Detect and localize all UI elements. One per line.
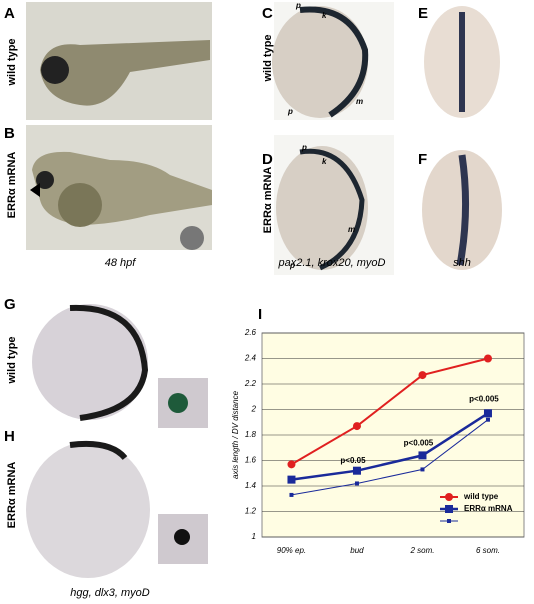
point — [289, 492, 294, 497]
yolk-b — [58, 183, 102, 227]
panel-letter: I — [258, 306, 262, 323]
marker-label: p — [289, 261, 295, 270]
annotation: p<0.05 — [340, 456, 366, 465]
marker-label: m — [348, 225, 355, 234]
series-line — [291, 412, 489, 481]
legend-label: ERRα mRNA — [464, 504, 513, 513]
caption: hgg, dlx3, myoD — [70, 587, 150, 599]
marker-label: p — [301, 143, 307, 152]
x-tick-label: 6 som. — [476, 546, 500, 555]
point — [483, 354, 492, 363]
point — [418, 371, 427, 380]
stain-c — [299, 6, 369, 118]
point — [483, 409, 492, 418]
legend-label: wild type — [463, 492, 499, 501]
y-tick-label: 1.6 — [245, 456, 257, 465]
y-tick-label: 2.6 — [244, 328, 257, 337]
marker-label: p — [287, 107, 293, 116]
y-axis-label: axis length / DV distance — [231, 390, 240, 479]
y-tick-label: 1.8 — [245, 430, 257, 439]
marker-label: k — [322, 157, 327, 166]
point — [287, 475, 296, 484]
embryo-h — [26, 442, 150, 578]
point — [287, 460, 296, 469]
point — [354, 481, 359, 486]
y-tick-label: 2.4 — [244, 354, 257, 363]
row-label: wild type — [6, 336, 18, 384]
point — [418, 451, 427, 460]
legend-marker — [445, 493, 453, 501]
point — [485, 417, 490, 422]
inset-dot-g — [168, 393, 188, 413]
inset-b — [180, 226, 204, 250]
y-tick-label: 1 — [252, 532, 256, 541]
embryo-c — [272, 6, 368, 118]
panel-letter: E — [418, 5, 428, 22]
series-line — [291, 419, 489, 496]
embryo-d — [276, 146, 368, 270]
eye-b — [36, 171, 54, 189]
y-tick-label: 2 — [251, 405, 257, 414]
caption: pax2.1, krox20, myoD — [278, 257, 386, 269]
panel-letter: F — [418, 151, 427, 168]
legend-marker — [447, 519, 451, 523]
caption: shh — [453, 257, 471, 269]
embryo-a — [40, 40, 210, 106]
point — [420, 467, 425, 472]
panel-letter: C — [262, 5, 273, 22]
marker-label: m — [356, 97, 363, 106]
x-tick-label: bud — [350, 546, 364, 555]
row-label: ERRα mRNA — [262, 167, 274, 234]
stain-d — [299, 148, 365, 271]
y-tick-label: 1.2 — [245, 507, 257, 516]
inset-dot-h — [174, 529, 190, 545]
row-label: ERRα mRNA — [6, 152, 18, 219]
stain-f — [456, 154, 470, 266]
x-tick-label: 2 som. — [409, 546, 434, 555]
panel-letter: A — [4, 5, 15, 22]
marker-label: p — [295, 1, 301, 10]
point — [352, 466, 361, 475]
stain-g — [69, 304, 149, 421]
arrowhead — [30, 183, 40, 197]
panel-letter: H — [4, 428, 15, 445]
marker-label: k — [322, 11, 327, 20]
caption: 48 hpf — [105, 257, 137, 269]
embryo-g — [32, 304, 148, 420]
row-label: wild type — [262, 34, 274, 82]
y-tick-label: 2.2 — [244, 379, 257, 388]
series-line — [290, 357, 489, 466]
point — [352, 422, 361, 431]
legend-marker — [445, 505, 453, 513]
annotation: p<0.005 — [469, 394, 499, 403]
eye-a — [41, 56, 69, 84]
x-tick-label: 90% ep. — [277, 546, 306, 555]
panel-letter: G — [4, 296, 16, 313]
y-tick-label: 1.4 — [245, 481, 257, 490]
panel-letter: B — [4, 125, 15, 142]
panel-letter: D — [262, 151, 273, 168]
row-label: wild type — [6, 38, 18, 86]
stain-h — [69, 440, 128, 461]
row-label: ERRα mRNA — [6, 462, 18, 529]
annotation: p<0.005 — [404, 439, 434, 448]
